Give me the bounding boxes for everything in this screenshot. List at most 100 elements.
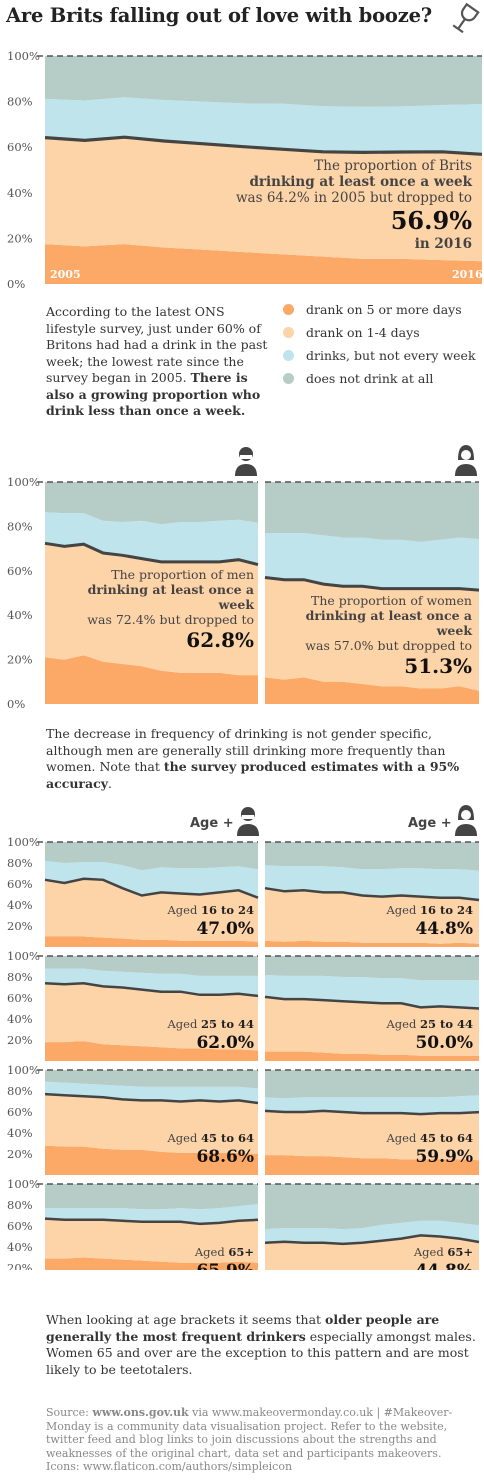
man-icon bbox=[237, 807, 259, 836]
area-does-not-drink-at-all bbox=[45, 1184, 258, 1210]
gender-text: The decrease in frequency of drinking is… bbox=[46, 726, 446, 774]
main-annotation: The proportion of Brits drinking at leas… bbox=[200, 158, 472, 252]
y-tick-label: 20% bbox=[7, 1147, 33, 1161]
legend-label: drank on 1-4 days bbox=[306, 325, 420, 340]
area-drinks-but-not-every-week bbox=[45, 860, 258, 898]
legend-dot bbox=[283, 373, 294, 384]
age-value-men: 47.0% bbox=[196, 919, 254, 939]
area-drank-on-1-4-days bbox=[45, 983, 258, 1051]
area-drank-on-5-or-more-days bbox=[45, 1041, 258, 1061]
y-tick-label: 100% bbox=[7, 49, 40, 63]
legend-dot bbox=[283, 304, 294, 315]
y-tick-label: 80% bbox=[7, 519, 33, 533]
man-icon-body bbox=[237, 824, 259, 836]
area-drank-on-1-4-days bbox=[265, 888, 479, 944]
y-tick-label: 40% bbox=[7, 898, 33, 912]
area-does-not-drink-at-all bbox=[45, 482, 258, 525]
y-tick-label: 100% bbox=[7, 1063, 40, 1077]
y-tick-label: 20% bbox=[7, 1261, 33, 1270]
main-area-chart: 0% 20% 40% 60% 80% 100% 2005 2016 bbox=[7, 49, 483, 290]
age-label-women: Age + bbox=[408, 816, 452, 831]
area-does-not-drink-at-all bbox=[45, 956, 258, 976]
gender-end: . bbox=[107, 775, 112, 791]
area-drank-on-5-or-more-days bbox=[265, 940, 479, 947]
legend-item: drank on 5 or more days bbox=[283, 298, 476, 321]
area-drank-on-5-or-more-days bbox=[265, 677, 479, 704]
area-drank-on-5-or-more-days bbox=[45, 244, 482, 284]
age-weekly-line bbox=[264, 995, 480, 1010]
area-does-not-drink-at-all bbox=[265, 842, 479, 871]
woman-icon-body bbox=[455, 464, 477, 476]
y-tick-label: 0% bbox=[7, 277, 25, 290]
age-weekly-line bbox=[264, 1234, 480, 1246]
source-rest: via www.makeovermonday.co.uk | #Makeover… bbox=[46, 1406, 453, 1473]
y-tick-label: 20% bbox=[7, 919, 33, 933]
annotation-line-1: The proportion of Brits bbox=[314, 158, 472, 174]
area-does-not-drink-at-all bbox=[265, 1184, 479, 1230]
y-tick-label: 100% bbox=[7, 475, 40, 489]
area-does-not-drink-at-all bbox=[265, 956, 479, 981]
age-label-men: Age + bbox=[190, 816, 234, 831]
woman-icon bbox=[455, 445, 477, 476]
age-range-label-women: Aged 16 to 24 bbox=[386, 903, 474, 917]
area-drinks-but-not-every-week bbox=[45, 97, 482, 155]
area-drank-on-5-or-more-days bbox=[265, 1155, 479, 1175]
area-drank-on-1-4-days bbox=[265, 1235, 479, 1270]
y-tick-label: 60% bbox=[7, 1105, 33, 1119]
y-tick-label: 100% bbox=[7, 835, 40, 849]
area-drank-on-5-or-more-days bbox=[265, 1051, 479, 1061]
age-value-men: 68.6% bbox=[196, 1147, 254, 1167]
weekly-drinking-line bbox=[44, 135, 483, 156]
age-range-label-women: Aged 25 to 44 bbox=[386, 1017, 474, 1031]
y-tick-label: 40% bbox=[7, 1240, 33, 1254]
men-line-3: was 72.4% but dropped to bbox=[87, 612, 254, 627]
area-does-not-drink-at-all bbox=[45, 1070, 258, 1089]
annotation-value: 56.9% bbox=[390, 206, 472, 235]
legend-item: drinks, but not every week bbox=[283, 344, 476, 367]
women-line-1: The proportion of women bbox=[311, 593, 472, 608]
age-value-women: 44.8% bbox=[415, 919, 473, 939]
men-line-2: drinking at least once a week bbox=[87, 582, 254, 612]
area-does-not-drink-at-all bbox=[45, 56, 482, 107]
area-drank-on-1-4-days bbox=[265, 577, 479, 691]
y-tick-label: 60% bbox=[7, 564, 33, 578]
y-tick-label: 60% bbox=[7, 1219, 33, 1233]
y-tick-label: 20% bbox=[7, 231, 33, 245]
source-link[interactable]: www.ons.gov.uk bbox=[92, 1406, 189, 1419]
y-tick-label: 40% bbox=[7, 608, 33, 622]
intro-text: According to the latest ONS lifestyle su… bbox=[46, 304, 268, 385]
y-tick-label: 100% bbox=[7, 949, 40, 963]
age-value-men: 62.0% bbox=[196, 1033, 254, 1053]
y-tick-label: 40% bbox=[7, 1126, 33, 1140]
source-text: Source: www.ons.gov.uk via www.makeoverm… bbox=[46, 1406, 478, 1474]
age-weekly-line bbox=[44, 1217, 259, 1226]
x-end-label: 2016 bbox=[452, 268, 483, 281]
age-weekly-line bbox=[44, 982, 259, 998]
age-range-label-men: Aged 45 to 64 bbox=[167, 1131, 255, 1145]
women-annotation: The proportion of women drinking at leas… bbox=[272, 593, 472, 679]
y-tick-label: 20% bbox=[7, 653, 33, 667]
age-range-label-men: Aged 65+ bbox=[194, 1245, 254, 1259]
men-annotation: The proportion of men drinking at least … bbox=[56, 567, 254, 653]
women-line-3: was 57.0% but dropped to bbox=[305, 638, 472, 653]
age-value-women: 50.0% bbox=[415, 1033, 473, 1053]
area-drank-on-1-4-days bbox=[265, 996, 479, 1056]
legend-label: drinks, but not every week bbox=[306, 348, 476, 363]
area-does-not-drink-at-all bbox=[265, 1070, 479, 1099]
annotation-line-3: was 64.2% in 2005 but dropped to bbox=[236, 190, 472, 206]
legend-item: does not drink at all bbox=[283, 367, 476, 390]
age-value-women: 44.8% bbox=[415, 1261, 473, 1270]
y-tick-label: 80% bbox=[7, 856, 33, 870]
y-tick-label: 80% bbox=[7, 1084, 33, 1098]
area-drinks-but-not-every-week bbox=[265, 1220, 479, 1244]
age-text-2: especially amongst males. Women 65 and o… bbox=[46, 1328, 476, 1377]
y-tick-label: 60% bbox=[7, 140, 33, 154]
page-title: Are Brits falling out of love with booze… bbox=[6, 4, 433, 27]
woman-icon bbox=[455, 805, 477, 836]
age-weekly-line bbox=[264, 1109, 480, 1116]
age-paragraph: When looking at age brackets it seems th… bbox=[46, 1312, 480, 1378]
legend-label: does not drink at all bbox=[306, 371, 434, 386]
y-tick-label: 60% bbox=[7, 877, 33, 891]
legend-dot bbox=[283, 350, 294, 361]
men-value: 62.8% bbox=[186, 628, 254, 652]
